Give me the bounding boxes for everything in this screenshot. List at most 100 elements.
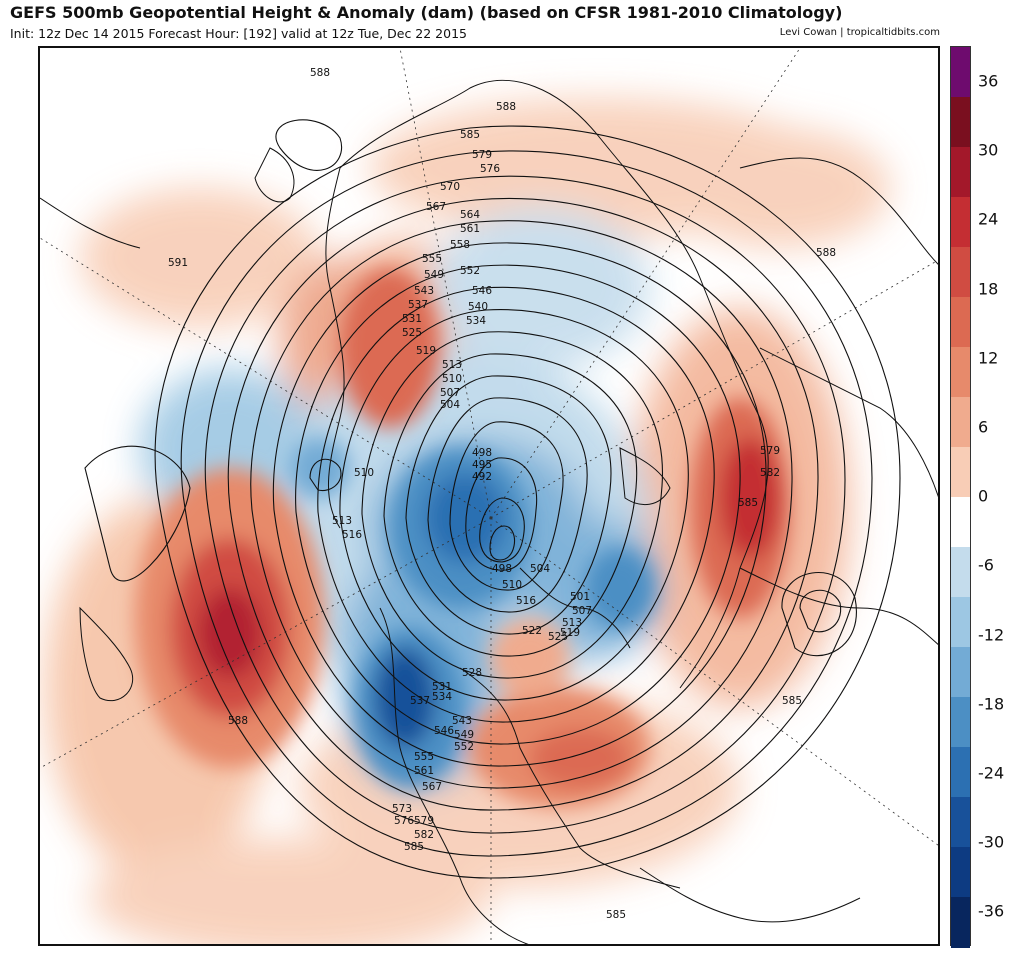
contour-label: 504 <box>530 563 550 575</box>
contour-label: 531 <box>402 313 422 325</box>
colorbar-segment <box>951 897 970 948</box>
contour-label: 510 <box>354 467 374 479</box>
colorbar-tick-label: -30 <box>978 832 1005 852</box>
contour-label: 585 <box>460 129 480 141</box>
contour-label: 519 <box>416 345 436 357</box>
contour-label: 531 <box>432 681 452 693</box>
colorbar-tick-label: 30 <box>978 140 999 160</box>
contour-label: 549 <box>454 729 474 741</box>
colorbar-tick-label: -6 <box>978 555 994 575</box>
chart-subtitle: Init: 12z Dec 14 2015 Forecast Hour: [19… <box>10 26 467 41</box>
contour-label: 582 <box>760 467 780 479</box>
colorbar-segment <box>951 597 970 648</box>
contour-label: 588 <box>496 101 516 113</box>
contour-label: 585 <box>782 695 802 707</box>
colorbar-segment <box>951 797 970 848</box>
colorbar-segment <box>951 197 970 248</box>
contour-label: 543 <box>452 715 472 727</box>
contour-label: 498 <box>472 447 492 459</box>
colorbar-segment <box>951 297 970 348</box>
contour-label: 579 <box>760 445 780 457</box>
colorbar-tick-label: 24 <box>978 209 999 229</box>
contour-label: 588 <box>228 715 248 727</box>
contour-label: 504 <box>440 399 460 411</box>
contour-label: 507 <box>572 605 592 617</box>
colorbar-segment <box>951 547 970 598</box>
height-anomaly-map: 5885885855795765705675645615585555495435… <box>40 48 938 944</box>
contour-label: 543 <box>414 285 434 297</box>
contour-label: 552 <box>454 741 474 753</box>
colorbar-segment <box>951 247 970 298</box>
contour-label: 534 <box>466 315 486 327</box>
contour-label: 582 <box>414 829 434 841</box>
colorbar-segment <box>951 497 970 548</box>
contour-label: 588 <box>310 67 330 79</box>
contour-label: 570 <box>440 181 460 193</box>
contour-label: 579 <box>414 815 434 827</box>
contour-label: 516 <box>516 595 536 607</box>
contour-label: 501 <box>570 591 590 603</box>
contour-label: 576 <box>394 815 414 827</box>
contour-label: 495 <box>472 459 492 471</box>
contour-label: 576 <box>480 163 500 175</box>
colorbar-segment <box>951 147 970 198</box>
contour-label: 567 <box>426 201 446 213</box>
coastlines <box>40 79 938 944</box>
colorbar-segment <box>951 97 970 148</box>
contour-label: 525 <box>548 631 568 643</box>
contour-label: 567 <box>422 781 442 793</box>
colorbar-tick-label: 36 <box>978 71 999 91</box>
colorbar-segment <box>951 847 970 898</box>
contour-label: 546 <box>472 285 492 297</box>
colorbar-segment <box>951 447 970 498</box>
contour-label: 534 <box>432 691 452 703</box>
contour-label: 546 <box>434 725 454 737</box>
colorbar-tick-label: -24 <box>978 763 1005 783</box>
colorbar-segment <box>951 747 970 798</box>
contour-label: 525 <box>402 327 422 339</box>
contour-label: 564 <box>460 209 480 221</box>
contour-label: 507 <box>440 387 460 399</box>
contour-label: 555 <box>422 253 442 265</box>
contour-label: 579 <box>472 149 492 161</box>
author-credit: Levi Cowan | tropicaltidbits.com <box>779 27 940 38</box>
contour-label: 591 <box>168 257 188 269</box>
contour-label: 513 <box>442 359 462 371</box>
colorbar-segment <box>951 647 970 698</box>
contour-label: 537 <box>410 695 430 707</box>
contour-label: 537 <box>408 299 428 311</box>
colorbar-tick-label: -12 <box>978 625 1005 645</box>
contour-label: 549 <box>424 269 444 281</box>
contour-label: 558 <box>450 239 470 251</box>
contour-label: 519 <box>560 627 580 639</box>
chart-title: GEFS 500mb Geopotential Height & Anomaly… <box>10 3 843 22</box>
colorbar-segment <box>951 347 970 398</box>
contour-label: 540 <box>468 301 488 313</box>
contour-label: 513 <box>562 617 582 629</box>
contour-label: 528 <box>462 667 482 679</box>
colorbar-segment <box>951 47 970 98</box>
anomaly-colorbar <box>950 46 971 948</box>
contour-label: 561 <box>414 765 434 777</box>
height-contours <box>84 119 901 879</box>
colorbar-segment <box>951 397 970 448</box>
contour-label: 492 <box>472 471 492 483</box>
colorbar-tick-label: 12 <box>978 348 999 368</box>
contour-label: 555 <box>414 751 434 763</box>
contour-label: 585 <box>404 841 424 853</box>
contour-label: 588 <box>816 247 836 259</box>
contour-label: 522 <box>522 625 542 637</box>
colorbar-segment <box>951 697 970 748</box>
contour-label: 573 <box>392 803 412 815</box>
contour-label: 516 <box>342 529 362 541</box>
map-panel: 588 588 585 579 576 570 567 564 561 558 555 549 543 5… <box>38 46 940 946</box>
contour-label: 585 <box>606 909 626 921</box>
colorbar-tick-label: 6 <box>978 417 989 437</box>
colorbar-tick-label: -18 <box>978 694 1005 714</box>
contour-label: 585 <box>738 497 758 509</box>
contour-label: 561 <box>460 223 480 235</box>
colorbar-tick-label: -36 <box>978 901 1005 921</box>
contour-label: 513 <box>332 515 352 527</box>
contour-label: 510 <box>442 373 462 385</box>
contour-label: 498 <box>492 563 512 575</box>
